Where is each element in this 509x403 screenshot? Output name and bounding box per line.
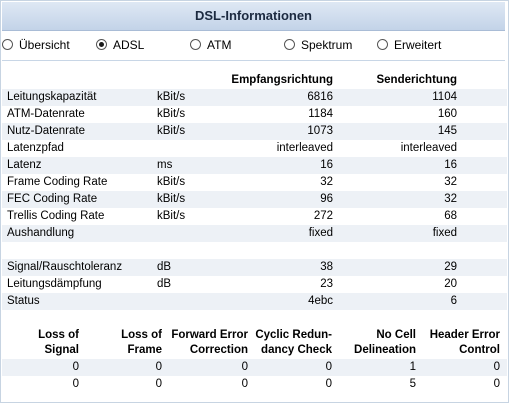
row-rx-value: 23 bbox=[320, 278, 333, 290]
row-label: FEC Coding Rate bbox=[7, 193, 98, 205]
row-label: Frame Coding Rate bbox=[7, 176, 108, 188]
divider bbox=[2, 60, 505, 61]
row-rx-value: 32 bbox=[320, 176, 333, 188]
view-selector: Übersicht ADSL ATM Spektrum Erweitert bbox=[0, 36, 509, 56]
row-unit: dB bbox=[157, 278, 172, 290]
row-rx-value: 4ebc bbox=[308, 295, 333, 307]
err-value: 1 bbox=[409, 361, 416, 373]
table-row: Leitungsdämpfung dB 23 20 bbox=[2, 276, 507, 293]
row-label: Leitungskapazität bbox=[7, 91, 97, 103]
err-value: 5 bbox=[409, 378, 416, 390]
row-tx-value: 160 bbox=[437, 108, 457, 120]
table-row: Leitungskapazität kBit/s 6816 1104 bbox=[2, 89, 507, 106]
radio-atm[interactable] bbox=[190, 39, 201, 50]
tab-label: Erweitert bbox=[394, 38, 442, 52]
row-label: Latenz bbox=[7, 159, 42, 171]
table-row: Aushandlung fixed fixed bbox=[2, 225, 507, 242]
err-value: 0 bbox=[325, 378, 332, 390]
table-header: Empfangsrichtung Senderichtung bbox=[2, 72, 507, 89]
table-row-spacer bbox=[2, 242, 507, 259]
err-col-header: Loss of Frame bbox=[121, 329, 162, 356]
row-rx-value: 1073 bbox=[307, 125, 333, 137]
row-rx-value: 272 bbox=[313, 210, 333, 222]
err-col-header: Forward Error Correction bbox=[171, 329, 248, 356]
row-label: Latenzpfad bbox=[7, 142, 64, 154]
table-row: Trellis Coding Rate kBit/s 272 68 bbox=[2, 208, 507, 225]
table-row: ATM-Datenrate kBit/s 1184 160 bbox=[2, 106, 507, 123]
row-label: Status bbox=[7, 295, 40, 307]
err-col-header: Header Error Control bbox=[429, 329, 500, 356]
table-row: FEC Coding Rate kBit/s 96 32 bbox=[2, 191, 507, 208]
row-tx-value: 16 bbox=[444, 159, 457, 171]
row-unit: kBit/s bbox=[157, 91, 186, 103]
row-tx-value: 1104 bbox=[432, 91, 457, 103]
table-row: Nutz-Datenrate kBit/s 1073 145 bbox=[2, 123, 507, 140]
err-col-header: Cyclic Redun-dancy Check bbox=[255, 329, 332, 356]
err-value: 0 bbox=[325, 361, 332, 373]
row-label: Aushandlung bbox=[7, 227, 75, 239]
row-unit: kBit/s bbox=[157, 193, 186, 205]
title-bar: DSL-Informationen bbox=[2, 2, 505, 31]
err-value: 0 bbox=[72, 378, 79, 390]
radio-erweitert[interactable] bbox=[377, 39, 388, 50]
row-tx-value: 32 bbox=[444, 176, 457, 188]
row-unit: kBit/s bbox=[157, 108, 186, 120]
row-tx-value: 29 bbox=[444, 261, 457, 273]
err-value: 0 bbox=[72, 361, 79, 373]
page-title: DSL-Informationen bbox=[195, 8, 312, 23]
radio-adsl[interactable] bbox=[96, 39, 107, 50]
row-tx-value: 145 bbox=[437, 125, 457, 137]
err-value: 0 bbox=[493, 378, 500, 390]
row-rx-value: 1184 bbox=[308, 108, 333, 120]
row-unit: ms bbox=[157, 159, 173, 171]
err-col-header: No Cell Delineation bbox=[354, 329, 416, 356]
radio-uebersicht[interactable] bbox=[2, 39, 13, 50]
error-row: 0 0 0 0 1 0 bbox=[2, 359, 507, 376]
row-unit: kBit/s bbox=[157, 125, 186, 137]
row-rx-value: 38 bbox=[320, 261, 333, 273]
row-tx-value: interleaved bbox=[400, 142, 457, 154]
err-value: 0 bbox=[493, 361, 500, 373]
err-value: 0 bbox=[155, 361, 162, 373]
row-tx-value: 6 bbox=[450, 295, 457, 307]
tab-label: ADSL bbox=[113, 38, 145, 52]
row-rx-value: interleaved bbox=[276, 142, 333, 154]
tab-label: ATM bbox=[207, 38, 232, 52]
error-row: 0 0 0 0 5 0 bbox=[2, 376, 507, 393]
row-unit: kBit/s bbox=[157, 210, 186, 222]
row-label: Nutz-Datenrate bbox=[7, 125, 85, 137]
err-col-header: Loss of Signal bbox=[38, 329, 79, 356]
row-tx-value: 20 bbox=[444, 278, 457, 290]
table-row: Status 4ebc 6 bbox=[2, 293, 507, 310]
row-rx-value: 6816 bbox=[307, 91, 333, 103]
table-row: Signal/Rauschtoleranz dB 38 29 bbox=[2, 259, 507, 276]
table-row: Latenzpfad interleaved interleaved bbox=[2, 140, 507, 157]
err-value: 0 bbox=[241, 361, 248, 373]
row-rx-value: fixed bbox=[308, 227, 333, 239]
row-label: Leitungsdämpfung bbox=[7, 278, 102, 290]
table-row: Frame Coding Rate kBit/s 32 32 bbox=[2, 174, 507, 191]
row-label: Trellis Coding Rate bbox=[7, 210, 105, 222]
row-unit: kBit/s bbox=[157, 176, 186, 188]
err-value: 0 bbox=[155, 378, 162, 390]
row-label: Signal/Rauschtoleranz bbox=[7, 261, 123, 273]
row-rx-value: 96 bbox=[320, 193, 333, 205]
radio-spektrum[interactable] bbox=[284, 39, 295, 50]
col-header-rx: Empfangsrichtung bbox=[231, 74, 333, 86]
row-tx-value: 32 bbox=[444, 193, 457, 205]
row-tx-value: 68 bbox=[444, 210, 457, 222]
row-rx-value: 16 bbox=[320, 159, 333, 171]
row-unit: dB bbox=[157, 261, 172, 273]
tab-label: Übersicht bbox=[19, 38, 70, 52]
table-row: Latenz ms 16 16 bbox=[2, 157, 507, 174]
row-label: ATM-Datenrate bbox=[7, 108, 85, 120]
tab-label: Spektrum bbox=[301, 38, 353, 52]
error-table-header: Loss of Signal Loss of Frame Forward Error… bbox=[2, 327, 507, 359]
col-header-tx: Senderichtung bbox=[376, 74, 457, 86]
err-value: 0 bbox=[241, 378, 248, 390]
row-tx-value: fixed bbox=[432, 227, 457, 239]
